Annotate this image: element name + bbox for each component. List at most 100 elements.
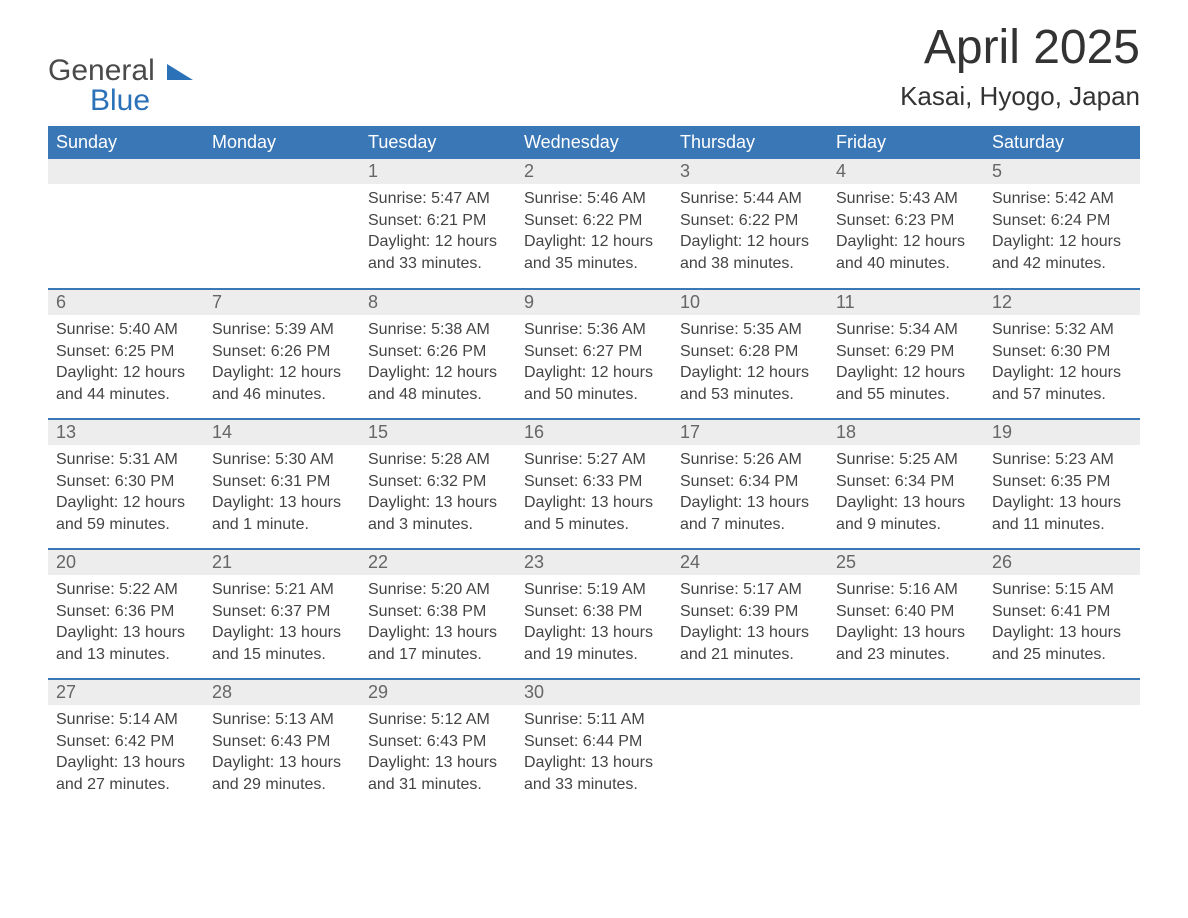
sunset-line: Sunset: 6:24 PM — [992, 210, 1132, 232]
sunrise-label: Sunrise: — [368, 451, 427, 468]
calendar-day-cell — [204, 159, 360, 289]
calendar-day-cell: 11Sunrise: 5:34 AMSunset: 6:29 PMDayligh… — [828, 289, 984, 419]
sunrise-line: Sunrise: 5:42 AM — [992, 188, 1132, 210]
sunrise-label: Sunrise: — [368, 321, 427, 338]
sunrise-line: Sunrise: 5:44 AM — [680, 188, 820, 210]
daylight-label: Daylight: — [836, 624, 898, 641]
sunrise-line: Sunrise: 5:34 AM — [836, 319, 976, 341]
day-data: Sunrise: 5:36 AMSunset: 6:27 PMDaylight:… — [516, 315, 672, 413]
day-number: 18 — [828, 420, 984, 445]
sunset-value: 6:37 PM — [271, 603, 331, 620]
calendar-day-cell: 30Sunrise: 5:11 AMSunset: 6:44 PMDayligh… — [516, 679, 672, 809]
day-data — [204, 184, 360, 196]
sunrise-value: 5:47 AM — [431, 190, 490, 207]
calendar-week-row: 6Sunrise: 5:40 AMSunset: 6:25 PMDaylight… — [48, 289, 1140, 419]
calendar-day-cell: 29Sunrise: 5:12 AMSunset: 6:43 PMDayligh… — [360, 679, 516, 809]
day-data: Sunrise: 5:38 AMSunset: 6:26 PMDaylight:… — [360, 315, 516, 413]
sunrise-line: Sunrise: 5:17 AM — [680, 579, 820, 601]
sunrise-value: 5:35 AM — [743, 321, 802, 338]
day-header: Tuesday — [360, 126, 516, 159]
sunset-value: 6:38 PM — [583, 603, 643, 620]
daylight-label: Daylight: — [836, 233, 898, 250]
daylight-label: Daylight: — [212, 754, 274, 771]
sunset-value: 6:21 PM — [427, 212, 487, 229]
day-number: 5 — [984, 159, 1140, 184]
sunset-line: Sunset: 6:32 PM — [368, 471, 508, 493]
sunrise-label: Sunrise: — [524, 190, 583, 207]
sunset-label: Sunset: — [212, 603, 266, 620]
sunrise-label: Sunrise: — [680, 321, 739, 338]
sunset-label: Sunset: — [836, 603, 890, 620]
sunset-label: Sunset: — [524, 343, 578, 360]
sunrise-value: 5:21 AM — [275, 581, 334, 598]
logo-word-general: General — [48, 54, 155, 87]
logo-word-blue: Blue — [90, 86, 193, 116]
day-data — [828, 705, 984, 717]
sunset-label: Sunset: — [680, 212, 734, 229]
sunrise-line: Sunrise: 5:31 AM — [56, 449, 196, 471]
sunset-label: Sunset: — [524, 212, 578, 229]
day-data: Sunrise: 5:12 AMSunset: 6:43 PMDaylight:… — [360, 705, 516, 803]
calendar-day-cell: 28Sunrise: 5:13 AMSunset: 6:43 PMDayligh… — [204, 679, 360, 809]
sunset-label: Sunset: — [680, 473, 734, 490]
sunrise-line: Sunrise: 5:39 AM — [212, 319, 352, 341]
day-data: Sunrise: 5:35 AMSunset: 6:28 PMDaylight:… — [672, 315, 828, 413]
sunrise-label: Sunrise: — [680, 581, 739, 598]
daylight-label: Daylight: — [368, 494, 430, 511]
sunset-label: Sunset: — [368, 212, 422, 229]
day-number: 14 — [204, 420, 360, 445]
day-data: Sunrise: 5:26 AMSunset: 6:34 PMDaylight:… — [672, 445, 828, 543]
day-number: 10 — [672, 290, 828, 315]
calendar-day-cell: 5Sunrise: 5:42 AMSunset: 6:24 PMDaylight… — [984, 159, 1140, 289]
calendar-day-cell: 6Sunrise: 5:40 AMSunset: 6:25 PMDaylight… — [48, 289, 204, 419]
day-number: 12 — [984, 290, 1140, 315]
calendar-day-cell: 13Sunrise: 5:31 AMSunset: 6:30 PMDayligh… — [48, 419, 204, 549]
sunrise-label: Sunrise: — [368, 581, 427, 598]
sunset-line: Sunset: 6:34 PM — [836, 471, 976, 493]
day-data: Sunrise: 5:11 AMSunset: 6:44 PMDaylight:… — [516, 705, 672, 803]
daylight-line: Daylight: 13 hours and 1 minute. — [212, 492, 352, 535]
sunrise-label: Sunrise: — [992, 190, 1051, 207]
calendar-day-cell: 17Sunrise: 5:26 AMSunset: 6:34 PMDayligh… — [672, 419, 828, 549]
daylight-label: Daylight: — [368, 624, 430, 641]
sunset-value: 6:22 PM — [583, 212, 643, 229]
day-number: 20 — [48, 550, 204, 575]
daylight-line: Daylight: 13 hours and 9 minutes. — [836, 492, 976, 535]
sunrise-label: Sunrise: — [56, 451, 115, 468]
sunset-label: Sunset: — [836, 473, 890, 490]
sunrise-value: 5:32 AM — [1055, 321, 1114, 338]
day-number — [48, 159, 204, 184]
calendar-day-cell: 12Sunrise: 5:32 AMSunset: 6:30 PMDayligh… — [984, 289, 1140, 419]
sunrise-value: 5:12 AM — [431, 711, 490, 728]
day-number: 13 — [48, 420, 204, 445]
daylight-line: Daylight: 12 hours and 50 minutes. — [524, 362, 664, 405]
sunrise-label: Sunrise: — [56, 581, 115, 598]
daylight-label: Daylight: — [56, 494, 118, 511]
day-header: Saturday — [984, 126, 1140, 159]
sunset-label: Sunset: — [56, 343, 110, 360]
day-number — [204, 159, 360, 184]
calendar-day-cell: 25Sunrise: 5:16 AMSunset: 6:40 PMDayligh… — [828, 549, 984, 679]
sunset-line: Sunset: 6:30 PM — [992, 341, 1132, 363]
sunrise-line: Sunrise: 5:13 AM — [212, 709, 352, 731]
calendar-day-cell: 14Sunrise: 5:30 AMSunset: 6:31 PMDayligh… — [204, 419, 360, 549]
calendar-day-cell: 22Sunrise: 5:20 AMSunset: 6:38 PMDayligh… — [360, 549, 516, 679]
daylight-line: Daylight: 13 hours and 29 minutes. — [212, 752, 352, 795]
day-number: 29 — [360, 680, 516, 705]
sunrise-value: 5:15 AM — [1055, 581, 1114, 598]
sunrise-label: Sunrise: — [680, 451, 739, 468]
sunrise-line: Sunrise: 5:15 AM — [992, 579, 1132, 601]
sunset-line: Sunset: 6:44 PM — [524, 731, 664, 753]
day-number: 11 — [828, 290, 984, 315]
sunset-value: 6:22 PM — [739, 212, 799, 229]
calendar-day-cell: 18Sunrise: 5:25 AMSunset: 6:34 PMDayligh… — [828, 419, 984, 549]
sunset-label: Sunset: — [524, 473, 578, 490]
sunset-label: Sunset: — [368, 733, 422, 750]
sunset-label: Sunset: — [524, 733, 578, 750]
daylight-line: Daylight: 13 hours and 13 minutes. — [56, 622, 196, 665]
day-data: Sunrise: 5:22 AMSunset: 6:36 PMDaylight:… — [48, 575, 204, 673]
sunrise-line: Sunrise: 5:36 AM — [524, 319, 664, 341]
sunrise-label: Sunrise: — [524, 451, 583, 468]
sunrise-line: Sunrise: 5:32 AM — [992, 319, 1132, 341]
calendar-day-cell: 20Sunrise: 5:22 AMSunset: 6:36 PMDayligh… — [48, 549, 204, 679]
